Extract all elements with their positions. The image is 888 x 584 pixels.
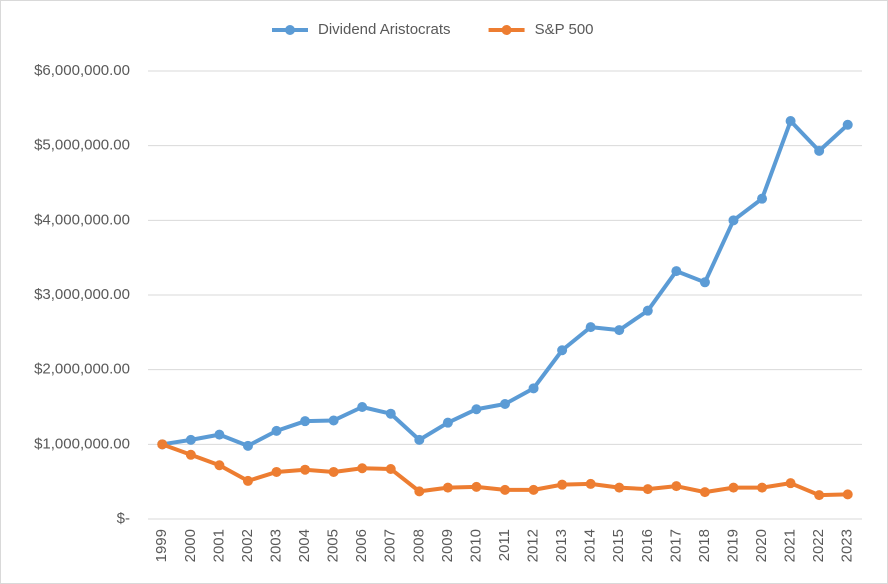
data-point xyxy=(500,484,510,495)
data-point xyxy=(699,487,710,498)
data-point xyxy=(157,439,168,450)
data-point xyxy=(614,325,625,336)
x-tick-label: 2020 xyxy=(753,529,770,562)
x-tick-label: 2008 xyxy=(410,529,427,562)
data-point xyxy=(271,466,282,477)
x-tick-label: 2012 xyxy=(525,529,542,562)
data-point xyxy=(328,466,339,477)
data-point xyxy=(242,475,253,486)
data-point xyxy=(585,322,596,333)
x-tick-label: 2003 xyxy=(267,529,284,562)
x-tick-label: 2005 xyxy=(325,529,342,562)
x-tick-label: 2009 xyxy=(439,529,456,562)
data-point xyxy=(557,345,568,356)
data-point xyxy=(642,305,653,316)
data-point xyxy=(699,277,710,288)
data-point xyxy=(300,416,311,427)
y-tick-label: $4,000,000.00 xyxy=(34,211,130,228)
data-point xyxy=(785,478,796,489)
x-tick-label: 2004 xyxy=(296,529,313,562)
x-tick-label: 2022 xyxy=(810,529,827,562)
data-point xyxy=(528,383,539,394)
y-tick-label: $3,000,000.00 xyxy=(34,286,130,303)
data-point xyxy=(442,482,453,493)
y-tick-label: $1,000,000.00 xyxy=(34,435,130,452)
data-point xyxy=(328,415,339,426)
legend-marker xyxy=(285,25,295,35)
data-point xyxy=(785,116,796,127)
data-point xyxy=(585,478,596,489)
data-point xyxy=(814,145,825,156)
data-point xyxy=(414,486,425,497)
data-point xyxy=(185,449,196,460)
x-tick-label: 2015 xyxy=(610,529,627,562)
data-point xyxy=(300,464,311,475)
data-point xyxy=(185,434,196,445)
data-point xyxy=(214,460,225,471)
x-tick-label: 2006 xyxy=(353,529,370,562)
data-point xyxy=(214,429,225,440)
data-point xyxy=(357,463,368,474)
x-tick-label: 2000 xyxy=(182,529,199,562)
data-point xyxy=(271,425,282,436)
data-point xyxy=(671,266,682,277)
x-tick-label: 2021 xyxy=(782,529,799,562)
x-tick-label: 2023 xyxy=(839,529,856,562)
x-tick-label: 2013 xyxy=(553,529,570,562)
data-point xyxy=(471,481,482,492)
x-tick-label: 1999 xyxy=(153,529,170,562)
data-point xyxy=(728,482,739,493)
data-point xyxy=(728,215,739,226)
data-point xyxy=(557,479,568,490)
x-tick-label: 2002 xyxy=(239,529,256,562)
x-tick-label: 2010 xyxy=(467,529,484,562)
x-tick-label: 2014 xyxy=(582,529,599,562)
data-point xyxy=(842,489,853,500)
data-point xyxy=(242,440,253,451)
y-tick-label: $2,000,000.00 xyxy=(34,361,130,378)
data-point xyxy=(471,404,482,415)
data-point xyxy=(528,484,539,495)
data-point xyxy=(414,434,425,445)
legend-marker xyxy=(501,25,512,35)
x-tick-label: 2017 xyxy=(667,529,684,562)
data-point xyxy=(671,481,682,492)
data-point xyxy=(357,402,368,412)
x-tick-label: 2019 xyxy=(724,529,741,562)
data-point xyxy=(642,484,653,495)
legend-label: Dividend Aristocrats xyxy=(318,21,451,38)
data-point xyxy=(442,417,453,428)
data-point xyxy=(757,193,768,204)
x-tick-label: 2016 xyxy=(639,529,656,562)
y-tick-label: $6,000,000.00 xyxy=(34,62,130,79)
data-point xyxy=(500,399,510,410)
x-tick-label: 2001 xyxy=(210,529,227,562)
data-point xyxy=(385,408,396,419)
y-tick-label: $- xyxy=(117,510,130,527)
x-tick-label: 2018 xyxy=(696,529,713,562)
data-point xyxy=(814,490,825,501)
legend-label: S&P 500 xyxy=(535,21,594,38)
data-point xyxy=(842,119,853,130)
y-tick-label: $5,000,000.00 xyxy=(34,137,130,154)
data-point xyxy=(757,482,768,493)
data-point xyxy=(614,482,625,493)
x-tick-label: 2007 xyxy=(382,529,399,562)
data-point xyxy=(385,463,396,474)
x-tick-label: 2011 xyxy=(496,529,513,561)
